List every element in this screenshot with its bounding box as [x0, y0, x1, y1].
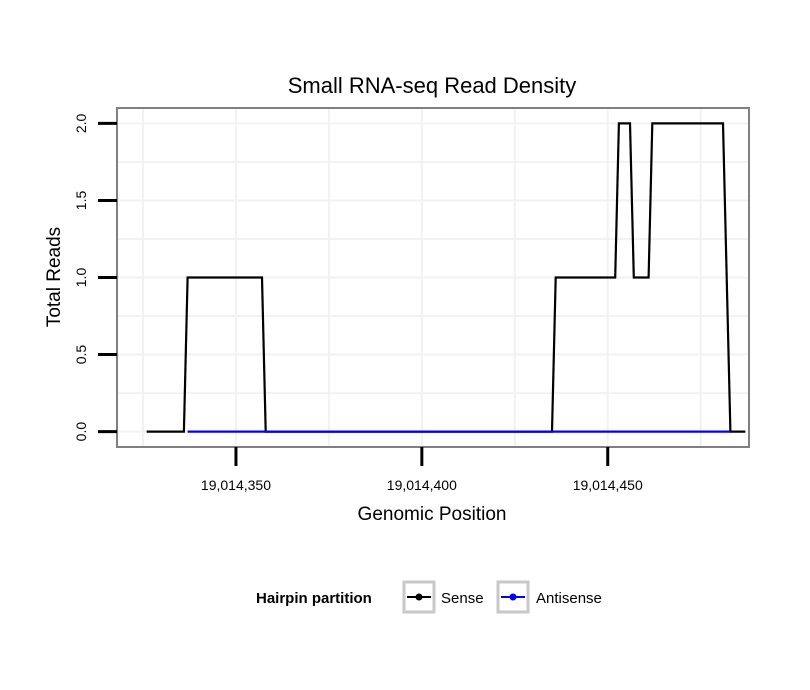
- x-axis-title: Genomic Position: [358, 504, 507, 525]
- legend-label-sense: Sense: [441, 590, 484, 607]
- y-tick-label: 0.0: [73, 422, 89, 442]
- grid: [117, 108, 749, 447]
- y-axis-ticks: 0.0 0.5 1.0 1.5 2.0: [73, 113, 117, 441]
- y-tick-label: 1.5: [73, 191, 89, 211]
- y-tick-label: 0.5: [73, 345, 89, 365]
- y-tick-label: 1.0: [73, 268, 89, 288]
- x-tick-label: 19,014,400: [387, 477, 457, 493]
- x-tick-label: 19,014,450: [573, 477, 643, 493]
- chart-title: Small RNA-seq Read Density: [288, 73, 577, 98]
- x-tick-label: 19,014,350: [201, 477, 271, 493]
- series-line-sense: [146, 122, 746, 433]
- x-axis-ticks: 19,014,350 19,014,400 19,014,450: [201, 447, 643, 493]
- legend-label-antisense: Antisense: [536, 590, 602, 607]
- y-tick-label: 2.0: [73, 113, 89, 133]
- legend-key-sense-point: [415, 593, 423, 601]
- legend-title: Hairpin partition: [256, 590, 372, 607]
- legend-key-antisense-point: [509, 593, 517, 601]
- legend: Hairpin partition Sense Antisense: [256, 580, 602, 614]
- y-axis-title: Total Reads: [44, 227, 65, 327]
- series-layer: [146, 122, 746, 433]
